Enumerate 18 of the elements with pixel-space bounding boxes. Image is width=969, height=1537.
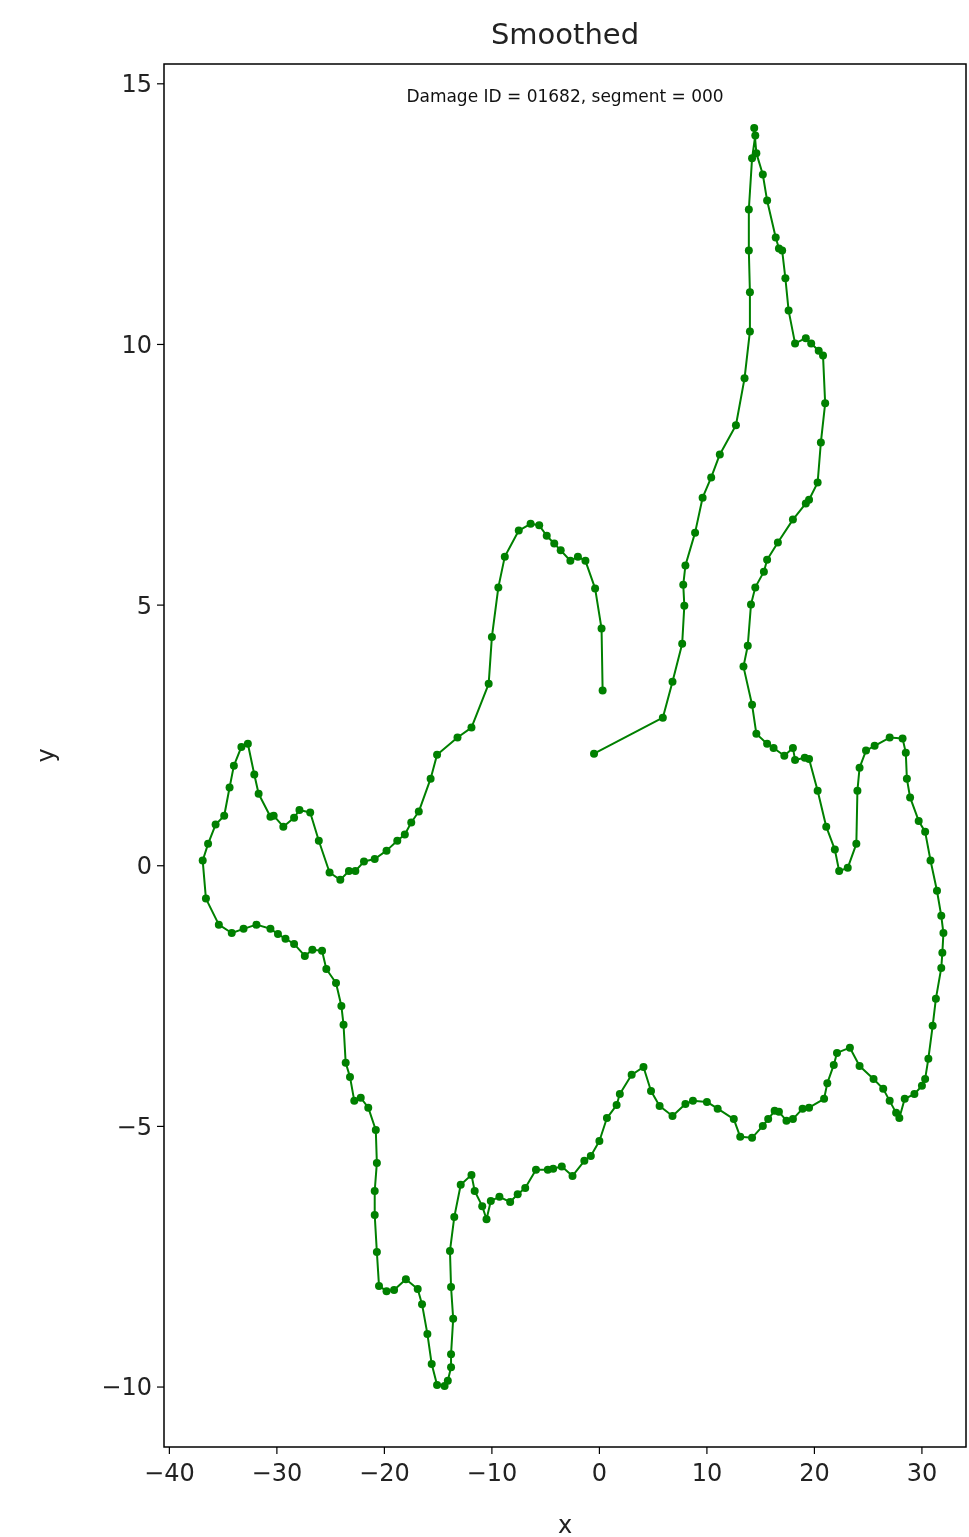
y-tick-label: 10 xyxy=(121,330,152,359)
annotation: Damage ID = 01682, segment = 000 xyxy=(406,86,724,106)
y-tick-label: −10 xyxy=(101,1373,152,1402)
x-tick-label: 0 xyxy=(591,1459,608,1487)
x-tick-label: −20 xyxy=(359,1459,410,1487)
y-tick-label: 0 xyxy=(136,852,152,881)
y-tick-label: 15 xyxy=(121,70,152,99)
x-axis-title: x xyxy=(557,1511,573,1537)
y-tick-label: −5 xyxy=(116,1112,152,1141)
x-tick-label: −40 xyxy=(144,1459,195,1487)
y-tick-label: 5 xyxy=(136,591,152,620)
chart-title: Smoothed xyxy=(490,17,640,51)
x-tick-label: −30 xyxy=(251,1459,303,1487)
x-tick-label: 30 xyxy=(906,1459,938,1487)
x-tick-label: −10 xyxy=(466,1459,518,1487)
x-tick-label: 10 xyxy=(691,1459,723,1487)
y-axis-title: y xyxy=(32,748,60,763)
x-tick-label: 20 xyxy=(799,1459,830,1487)
